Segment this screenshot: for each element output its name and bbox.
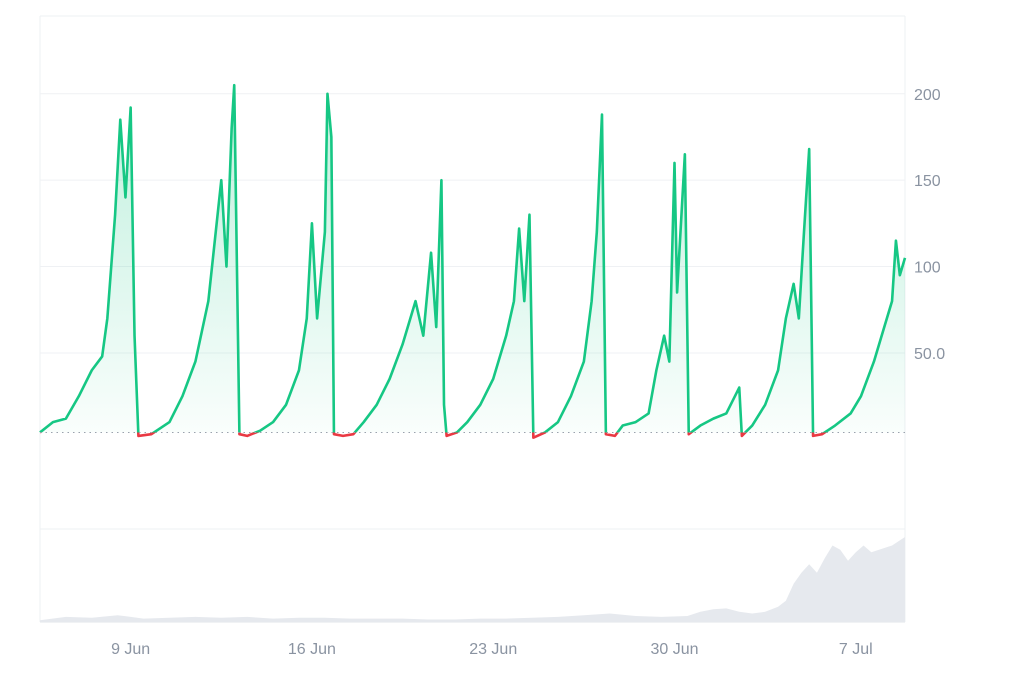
y-tick-label: 50.0 (914, 346, 945, 363)
x-tick-label: 9 Jun (111, 641, 150, 658)
x-tick-label: 30 Jun (650, 641, 698, 658)
gridlines (40, 93, 905, 354)
y-tick-label: 150 (914, 173, 941, 190)
x-tick-label: 7 Jul (839, 641, 873, 658)
x-axis-tick-labels: 9 Jun 16 Jun 23 Jun 30 Jun 7 Jul (111, 641, 873, 658)
volume-area (40, 537, 905, 622)
y-axis-tick-labels: 200 150 100 50.0 (914, 87, 945, 363)
x-tick-label: 23 Jun (469, 641, 517, 658)
y-tick-label: 100 (914, 260, 941, 277)
price-line (39, 83, 907, 439)
price-line-above (39, 83, 907, 433)
x-tick-label: 16 Jun (288, 641, 336, 658)
price-area-fill (40, 85, 905, 433)
volume-area-path (40, 537, 905, 622)
price-area-fill-path (40, 85, 905, 433)
y-tick-label: 200 (914, 87, 941, 104)
